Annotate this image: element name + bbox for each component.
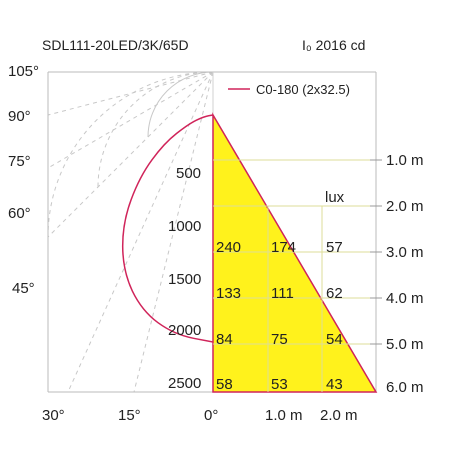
lux-value: 111 [271,285,294,302]
intensity-curve [121,114,214,343]
angle-labels-bottom: 30° 15° 0° 1.0 m 2.0 m [42,407,358,424]
polar-ray-75 [47,71,214,116]
angle-label: 60° [8,205,31,222]
polar-ray-15 [133,71,214,393]
angle-label: 105° [8,63,39,80]
lux-value: 57 [326,239,343,256]
lux-value: 54 [326,331,343,348]
distance-ticks [370,159,382,345]
lux-value: 43 [326,376,343,393]
distance-label: 5.0 m [386,336,424,353]
polar-ring-1 [147,71,214,138]
lux-value: 53 [271,376,288,393]
model-name: SDL111-20LED/3K/65D [42,37,189,53]
distance-label: 3.0 m [386,244,424,261]
angle-labels-left: 105° 90° 75° 60° 45° [8,63,39,297]
radial-label: 1500 [168,271,201,288]
angle-label: 90° [8,108,31,125]
polar-ray-60 [47,71,214,169]
lux-table: 240 174 57 133 111 62 84 75 54 58 53 43 [216,239,343,393]
distance-label: 4.0 m [386,290,424,307]
width-label: 1.0 m [265,407,303,424]
lux-unit-label: lux [325,189,345,206]
lux-value: 84 [216,331,233,348]
radial-label: 1000 [168,218,201,235]
cone-grid [213,159,376,392]
distance-label: 2.0 m [386,198,424,215]
polar-ring-2 [97,71,214,188]
light-cone [212,112,378,393]
lux-value: 62 [326,285,343,302]
angle-label: 15° [118,407,141,424]
lux-value: 133 [216,285,241,302]
angle-label: 30° [42,407,65,424]
lux-value: 174 [271,239,296,256]
radial-labels: 500 1000 1500 2000 2500 [168,165,201,392]
radial-label: 500 [176,165,201,182]
distance-labels: 1.0 m 2.0 m 3.0 m 4.0 m 5.0 m 6.0 m [386,152,424,396]
lux-value: 240 [216,239,241,256]
radial-label: 2000 [168,322,201,339]
distance-label: 6.0 m [386,379,424,396]
peak-intensity: I₀ 2016 cd [302,37,365,53]
polar-ray-45 [47,71,214,238]
width-label: 2.0 m [320,407,358,424]
angle-label: 0° [204,407,218,424]
polar-ring-3 [47,71,214,238]
lux-value: 75 [271,331,288,348]
distance-label: 1.0 m [386,152,424,169]
radial-label: 2500 [168,375,201,392]
lux-value: 58 [216,376,233,393]
legend-label: C0-180 (2x32.5) [256,82,350,97]
angle-label: 45° [12,280,35,297]
angle-label: 75° [8,153,31,170]
